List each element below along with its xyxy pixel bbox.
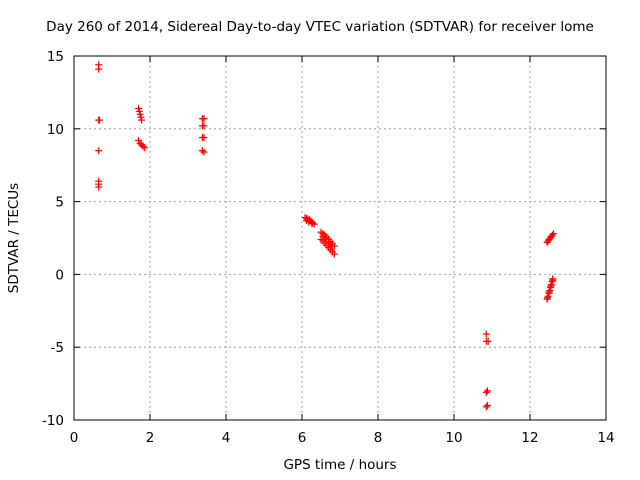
data-point [482,403,490,411]
data-point [545,288,553,296]
x-tick-label: 6 [298,430,307,446]
x-tick-label: 0 [70,430,79,446]
data-point [308,219,316,227]
y-tick-label: 0 [55,267,64,283]
data-point [330,250,338,258]
data-point [95,65,103,73]
data-point [322,235,330,243]
data-point [200,115,208,123]
data-point [328,242,336,250]
x-tick-label: 8 [374,430,383,446]
data-point [550,230,558,238]
data-point [200,134,208,142]
data-point [482,388,490,396]
data-point [139,142,147,150]
data-point [95,183,103,191]
y-tick-label: 10 [47,122,64,138]
data-point [138,116,146,124]
data-point [325,238,333,246]
chart-title: Day 260 of 2014, Sidereal Day-to-day VTE… [46,19,594,35]
x-axis-label: GPS time / hours [283,457,397,473]
x-tick-label: 4 [222,430,231,446]
data-point [95,116,103,124]
data-point [549,276,557,284]
axis-ticks: 0 2 4 6 8 10 12 14 15 10 5 0 -5 -10 [42,49,615,446]
data-point [483,387,491,395]
data-point [543,294,551,302]
data-point [95,147,103,155]
x-tick-label: 10 [445,430,462,446]
data-point [547,282,555,290]
x-tick-label: 12 [521,430,538,446]
data-point [141,144,149,152]
y-tick-label: 5 [55,195,64,211]
data-point [200,148,208,156]
x-tick-label: 2 [146,430,155,446]
data-points [95,61,558,411]
grid [74,56,606,420]
data-point [548,231,556,239]
plot-frame [73,55,607,421]
data-point [200,122,208,130]
y-tick-label: -5 [51,340,64,356]
y-tick-label: -10 [42,413,64,429]
data-point [482,330,490,338]
data-point [305,218,313,226]
y-tick-label: 15 [47,49,64,65]
data-point [309,219,317,227]
data-point [483,401,491,409]
x-tick-label: 14 [597,430,614,446]
data-point [484,337,492,345]
data-point [198,147,206,155]
